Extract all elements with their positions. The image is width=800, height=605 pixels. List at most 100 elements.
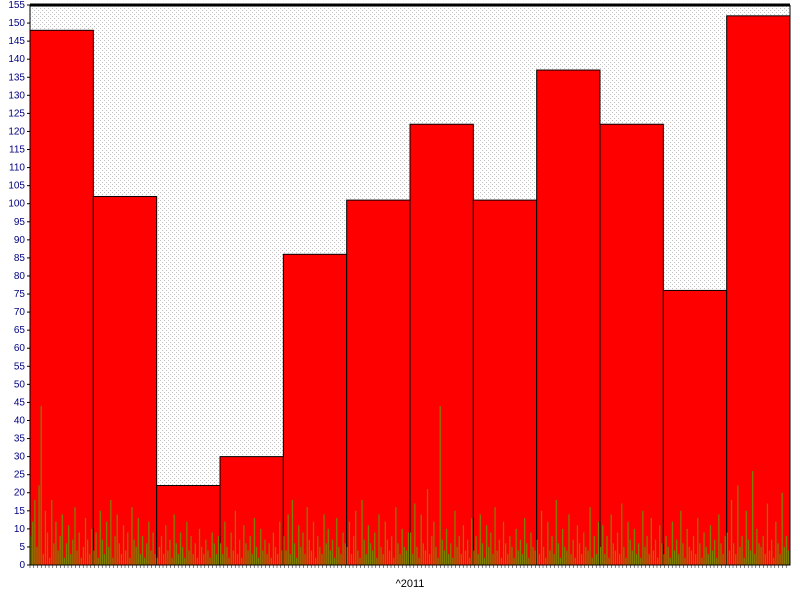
small-bar	[486, 525, 487, 565]
small-bar	[161, 536, 162, 565]
small-bar	[112, 558, 113, 565]
small-bar	[680, 511, 681, 565]
small-bar	[655, 540, 656, 565]
small-bar	[739, 547, 740, 565]
small-bar	[585, 547, 586, 565]
small-bar	[395, 507, 396, 565]
small-bar	[91, 529, 92, 565]
small-bar	[431, 536, 432, 565]
small-bar	[465, 551, 466, 565]
small-bar	[108, 547, 109, 565]
small-bar	[632, 551, 633, 565]
small-bar	[634, 529, 635, 565]
small-bar	[617, 532, 618, 565]
small-bar	[385, 522, 386, 565]
small-bar	[366, 554, 367, 565]
ytick-label: 85	[14, 253, 26, 264]
small-bar	[393, 558, 394, 565]
small-bar	[144, 558, 145, 565]
small-bar	[651, 518, 652, 565]
small-bar	[459, 536, 460, 565]
small-bar	[60, 536, 61, 565]
small-bar	[281, 551, 282, 565]
small-bar	[123, 525, 124, 565]
small-bar	[290, 554, 291, 565]
small-bar	[254, 518, 255, 565]
small-bar	[93, 551, 94, 565]
big-bar	[600, 124, 663, 565]
small-bar	[98, 558, 99, 565]
small-bar	[763, 536, 764, 565]
small-bar	[214, 543, 215, 565]
small-bar	[114, 536, 115, 565]
small-bar	[334, 558, 335, 565]
small-bar	[600, 547, 601, 565]
small-bar	[653, 551, 654, 565]
small-bar	[522, 554, 523, 565]
small-bar	[530, 532, 531, 565]
small-bar	[699, 543, 700, 565]
ytick-label: 0	[19, 560, 25, 571]
small-bar	[484, 558, 485, 565]
small-bar	[429, 554, 430, 565]
small-bar	[450, 543, 451, 565]
small-bar	[351, 554, 352, 565]
small-bar	[271, 558, 272, 565]
small-bar	[127, 532, 128, 565]
small-bar	[294, 543, 295, 565]
small-bar	[435, 547, 436, 565]
small-bar	[488, 547, 489, 565]
small-bar	[169, 540, 170, 565]
small-bar	[32, 522, 33, 565]
small-bar	[241, 558, 242, 565]
small-bar	[171, 558, 172, 565]
small-bar	[226, 547, 227, 565]
small-bar	[467, 540, 468, 565]
small-bar	[53, 543, 54, 565]
small-bar	[376, 558, 377, 565]
small-bar	[746, 511, 747, 565]
small-bar	[640, 558, 641, 565]
small-bar	[442, 540, 443, 565]
small-bar	[649, 554, 650, 565]
small-bar	[47, 532, 48, 565]
small-bar	[49, 558, 50, 565]
small-bar	[136, 547, 137, 565]
small-bar	[410, 532, 411, 565]
small-bar	[250, 536, 251, 565]
small-bar	[404, 547, 405, 565]
small-bar	[387, 540, 388, 565]
small-bar	[83, 547, 84, 565]
small-bar	[155, 554, 156, 565]
small-bar	[750, 551, 751, 565]
small-bar	[146, 543, 147, 565]
small-bar	[296, 558, 297, 565]
small-bar	[630, 540, 631, 565]
small-bar	[391, 536, 392, 565]
small-bar	[777, 543, 778, 565]
small-bar	[562, 529, 563, 565]
small-bar	[378, 514, 379, 565]
small-bar	[201, 547, 202, 565]
big-bar	[347, 200, 410, 565]
ytick-label: 140	[8, 54, 25, 65]
small-bar	[328, 529, 329, 565]
small-bar	[518, 551, 519, 565]
small-bar	[87, 540, 88, 565]
small-bar	[269, 543, 270, 565]
small-bar	[62, 514, 63, 565]
small-bar	[575, 558, 576, 565]
bar-chart: 0510152025303540455055606570758085909510…	[0, 0, 800, 600]
small-bar	[319, 547, 320, 565]
small-bar	[687, 529, 688, 565]
small-bar	[421, 514, 422, 565]
small-bar	[182, 547, 183, 565]
small-bar	[138, 518, 139, 565]
small-bar	[537, 540, 538, 565]
ytick-label: 35	[14, 434, 26, 445]
small-bar	[231, 532, 232, 565]
small-bar	[235, 511, 236, 565]
small-bar	[615, 551, 616, 565]
small-bar	[665, 536, 666, 565]
small-bar	[368, 525, 369, 565]
